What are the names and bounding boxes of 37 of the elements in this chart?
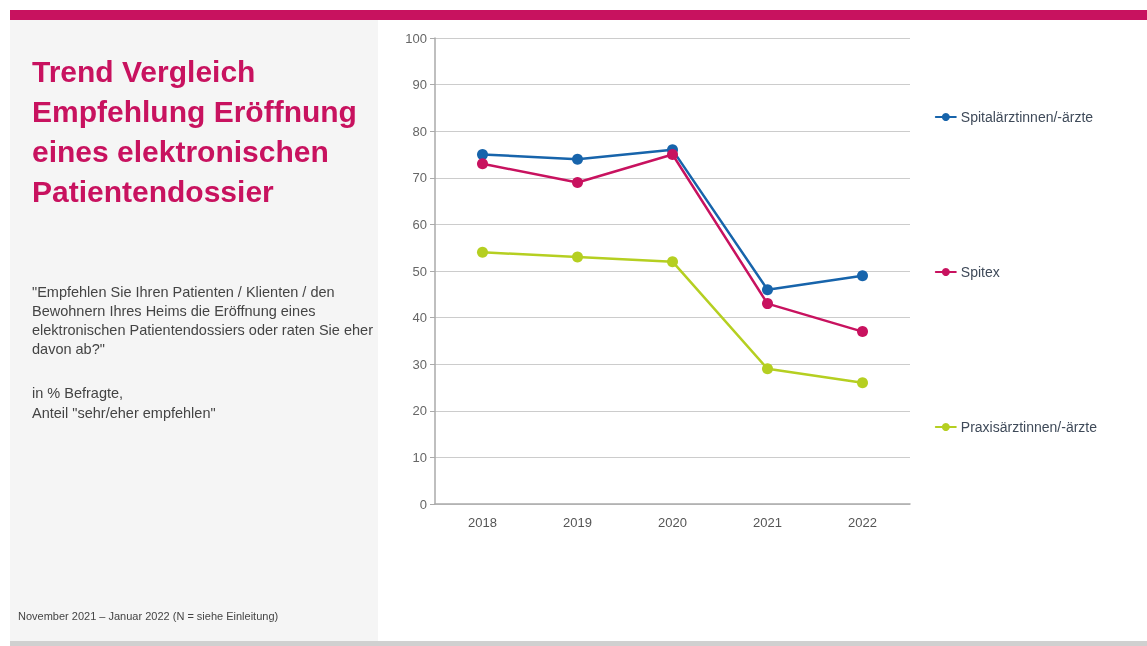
legend-label: Spitex xyxy=(960,264,1000,280)
x-tick-label: 2022 xyxy=(848,515,877,530)
point xyxy=(762,284,773,296)
point xyxy=(762,298,773,310)
point xyxy=(477,149,488,160)
x-tick-label: 2020 xyxy=(658,515,687,530)
y-tick-label: 50 xyxy=(412,263,427,279)
point xyxy=(572,176,583,188)
point xyxy=(857,326,868,338)
point xyxy=(667,149,678,160)
point xyxy=(572,251,583,263)
y-tick-label: 100 xyxy=(405,30,427,46)
point xyxy=(667,256,678,268)
point xyxy=(857,270,868,282)
y-tick-label: 30 xyxy=(412,356,427,372)
y-tick-label: 10 xyxy=(412,449,427,465)
y-tick-label: 70 xyxy=(412,170,427,186)
legend-label: Praxisärztinnen/-ärzte xyxy=(960,419,1098,435)
x-tick-label: 2018 xyxy=(468,515,497,530)
point xyxy=(477,158,488,170)
legend-label: Spitalärztinnen/-ärzte xyxy=(960,109,1094,125)
x-tick-label: 2021 xyxy=(753,515,782,530)
text: Trend Vergleich Empfehlung Eröffnung eines elektronischen Patientendossier xyxy=(32,54,358,210)
y-tick-label: 40 xyxy=(412,310,427,326)
y-tick-label: 0 xyxy=(419,496,427,512)
y-tick-label: 60 xyxy=(412,216,427,232)
text: "Empfehlen Sie Ihren Patienten / Klienten / den Bewohnern Ihres Heims die Eröffnung eines elektronischen Patientendossiers oder raten Sie eher davon ab?" xyxy=(32,283,374,359)
text: in % Befragte, Anteil "sehr/eher empfehlen" xyxy=(32,384,217,423)
point xyxy=(477,246,488,258)
y-tick-label: 80 xyxy=(412,123,427,139)
point xyxy=(572,153,583,165)
point xyxy=(762,363,773,375)
y-tick-label: 20 xyxy=(412,403,427,419)
x-tick-label: 2019 xyxy=(563,515,592,530)
text: November 2021 – Januar 2022 (N = siehe Einleitung) xyxy=(18,610,280,622)
y-tick-label: 90 xyxy=(412,77,427,93)
point xyxy=(857,377,868,389)
